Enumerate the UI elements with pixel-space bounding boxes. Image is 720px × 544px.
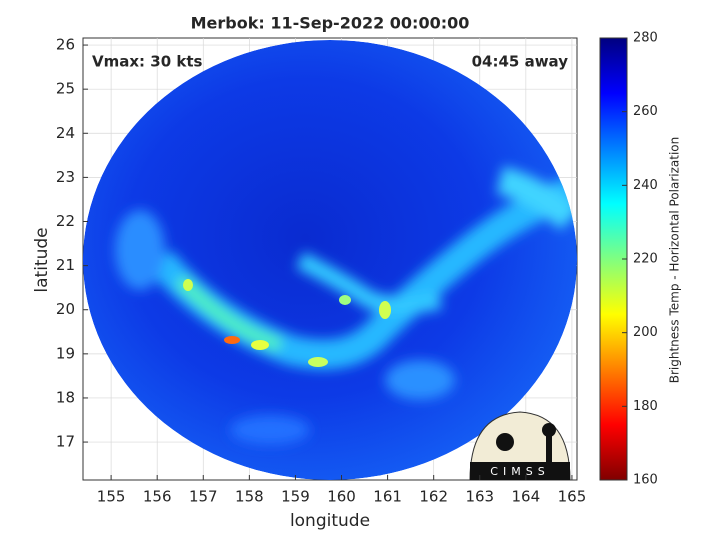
y-tick-label: 26 <box>56 36 75 54</box>
logo-text: CIMSS <box>490 465 549 478</box>
x-tick-label: 163 <box>465 488 494 506</box>
colorbar-tick-label: 280 <box>633 31 658 46</box>
x-tick-label: 159 <box>281 488 310 506</box>
x-tick-label: 164 <box>512 488 541 506</box>
chart-title: Merbok: 11-Sep-2022 00:00:00 <box>191 14 470 33</box>
y-tick-label: 18 <box>56 388 75 406</box>
y-tick-label: 23 <box>56 168 75 186</box>
annotation: Vmax: 30 kts <box>92 53 202 71</box>
x-tick-label: 156 <box>143 488 172 506</box>
colorbar-tick-label: 260 <box>633 104 658 119</box>
y-tick-label: 21 <box>56 256 75 274</box>
colorbar-tick-label: 180 <box>633 399 658 414</box>
colorbar-tick-label: 160 <box>633 473 658 488</box>
y-tick-label: 19 <box>56 344 75 362</box>
y-tick-label: 22 <box>56 212 75 230</box>
colorbar-label: Brightness Temp - Horizontal Polarizatio… <box>668 137 682 384</box>
x-tick-label: 162 <box>419 488 448 506</box>
x-tick-label: 158 <box>235 488 264 506</box>
y-tick-label: 20 <box>56 300 75 318</box>
y-tick-label: 25 <box>56 80 75 98</box>
y-axis-label: latitude <box>32 227 52 292</box>
colorbar-tick-label: 220 <box>633 252 658 267</box>
colorbar-tick-label: 200 <box>633 325 658 340</box>
y-tick-label: 24 <box>56 124 75 142</box>
x-tick-label: 155 <box>97 488 126 506</box>
x-tick-label: 161 <box>373 488 402 506</box>
colorbar-tick-label: 240 <box>633 178 658 193</box>
x-tick-label: 157 <box>189 488 218 506</box>
x-tick-label: 165 <box>558 488 587 506</box>
brightness-field <box>83 40 577 480</box>
y-tick-label: 17 <box>56 433 75 451</box>
x-axis-label: longitude <box>290 511 370 531</box>
x-tick-label: 160 <box>327 488 356 506</box>
annotation: 04:45 away <box>472 53 569 71</box>
cimss-logo: CIMSS <box>469 411 571 481</box>
